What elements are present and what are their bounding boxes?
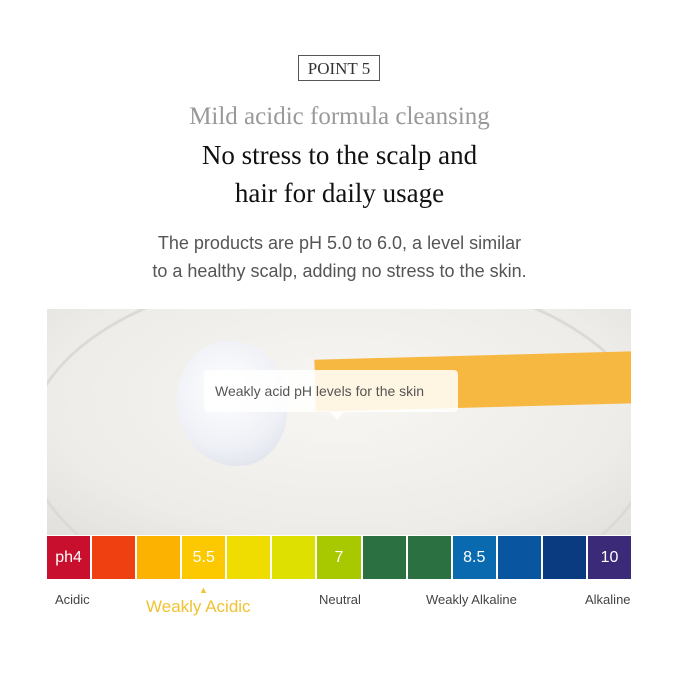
ph-cell bbox=[497, 536, 541, 579]
marker-arrow-icon: ▲ bbox=[199, 585, 208, 595]
ph-cell: ph4 bbox=[47, 536, 91, 579]
label-weakly-acidic: Weakly Acidic bbox=[146, 597, 251, 616]
ph-cell bbox=[362, 536, 406, 579]
subtitle: Mild acidic formula cleansing bbox=[189, 103, 490, 130]
petri-dish-rim bbox=[47, 309, 631, 535]
ph-scale: ph4 5.5 7 8.5 10 bbox=[47, 536, 632, 579]
description-line-1: The products are pH 5.0 to 6.0, a level … bbox=[157, 233, 522, 253]
point-badge: POINT 5 bbox=[298, 55, 380, 81]
label-neutral: Neutral bbox=[319, 592, 361, 607]
ph-cell bbox=[137, 536, 181, 579]
label-acidic: Acidic bbox=[55, 592, 90, 607]
ph-cell: 7 bbox=[317, 536, 361, 579]
label-weakly-alkaline: Weakly Alkaline bbox=[426, 592, 517, 607]
description-line-2: to a healthy scalp, adding no stress to … bbox=[152, 261, 527, 281]
ph-cell: 8.5 bbox=[452, 536, 496, 579]
ph-cell bbox=[407, 536, 451, 579]
product-photo: Weakly acid pH levels for the skin bbox=[47, 309, 631, 535]
title-line-1: No stress to the scalp and bbox=[201, 140, 478, 170]
ph-cell bbox=[92, 536, 136, 579]
ph-cell bbox=[542, 536, 586, 579]
ph-cell bbox=[272, 536, 316, 579]
ph-cell bbox=[227, 536, 271, 579]
ph-cell: 10 bbox=[587, 536, 632, 579]
ph-cell: 5.5 bbox=[182, 536, 226, 579]
callout-tail bbox=[330, 412, 344, 420]
title-line-2: hair for daily usage bbox=[234, 178, 445, 208]
callout-bubble: Weakly acid pH levels for the skin bbox=[204, 370, 458, 412]
label-alkaline: Alkaline bbox=[585, 592, 631, 607]
